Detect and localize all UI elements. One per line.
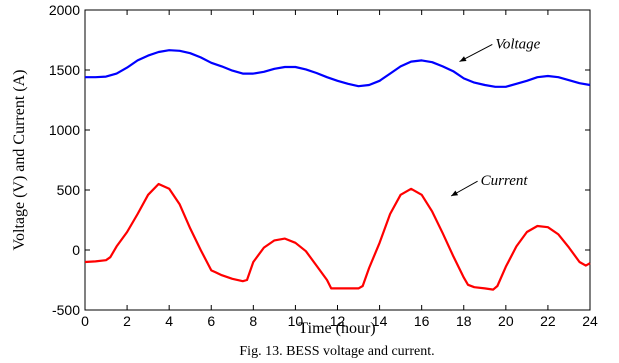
y-axis: -500 0 500 1000 1500 2000 (49, 2, 590, 318)
x-tick-label: 8 (249, 313, 257, 329)
annotation-label: Voltage (495, 36, 540, 52)
x-tick-label: 14 (372, 313, 388, 329)
series-line-voltage (85, 49, 591, 88)
x-tick-label: 12 (330, 313, 346, 329)
series-group (84, 49, 591, 291)
x-tick-label: 4 (165, 313, 173, 329)
x-tick-label: 10 (288, 313, 304, 329)
y-tick-label: -500 (52, 302, 80, 318)
annotation-arrowhead (451, 190, 459, 196)
x-tick-label: 22 (540, 313, 556, 329)
y-axis-label: Voltage (V) and Current (A) (11, 70, 28, 251)
x-tick-label: 24 (582, 313, 598, 329)
x-tick-label: 18 (456, 313, 472, 329)
figure-caption: Fig. 13. BESS voltage and current. (239, 344, 434, 359)
x-tick-label: 6 (207, 313, 215, 329)
x-axis: 0 2 4 6 8 10 12 14 16 18 20 22 24 (81, 10, 598, 329)
y-tick-label: 2000 (49, 2, 80, 18)
x-tick-label: 20 (498, 313, 514, 329)
x-axis-label: Time (hour) (298, 320, 375, 337)
annotations: Voltage Current (450, 36, 541, 197)
annotation-arrowhead (459, 56, 467, 62)
y-tick-label: 500 (57, 182, 81, 198)
series-line-current (84, 182, 591, 291)
y-tick-label: 0 (72, 242, 80, 258)
annotation-label: Current (481, 173, 529, 189)
plot-area (84, 9, 591, 311)
x-tick-label: 16 (414, 313, 430, 329)
y-tick-label: 1500 (49, 62, 80, 78)
x-tick-label: 2 (123, 313, 131, 329)
y-tick-label: 1000 (49, 122, 80, 138)
x-tick-label: 0 (81, 313, 89, 329)
